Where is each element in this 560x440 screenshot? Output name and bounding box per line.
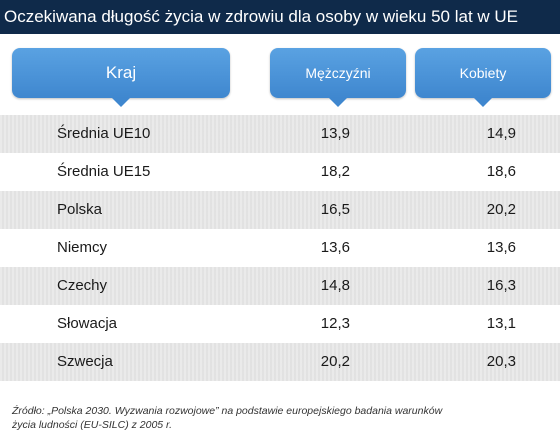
women-value-cell: 13,6 — [486, 239, 516, 256]
table-row: Polska 16,5 20,2 — [0, 191, 560, 229]
men-value-cell: 13,6 — [320, 239, 350, 256]
table-row: Średnia UE10 13,9 14,9 — [0, 115, 560, 153]
column-header-country: Kraj — [12, 48, 230, 107]
men-value-cell: 13,9 — [320, 125, 350, 142]
source-note-line-1: Źródło: „Polska 2030. Wyzwania rozwojowe… — [12, 405, 443, 417]
column-header-men: Mężczyźni — [270, 48, 406, 107]
country-cell: Średnia UE10 — [57, 125, 151, 142]
country-cell: Czechy — [57, 277, 108, 294]
men-value-cell: 16,5 — [320, 201, 350, 218]
women-value-cell: 18,6 — [486, 163, 516, 180]
country-cell: Niemcy — [57, 239, 108, 256]
source-note-line-2: życia ludności (EU-SILC) z 2005 r. — [12, 419, 173, 431]
table-row: Średnia UE15 18,2 18,6 — [0, 153, 560, 191]
women-value-cell: 20,2 — [486, 201, 516, 218]
column-header-women: Kobiety — [415, 48, 551, 107]
women-value-cell: 16,3 — [486, 277, 516, 294]
country-cell: Szwecja — [57, 353, 113, 370]
country-cell: Polska — [57, 201, 103, 218]
country-cell: Średnia UE15 — [57, 163, 151, 180]
women-value-cell: 14,9 — [486, 125, 516, 142]
men-value-cell: 12,3 — [320, 315, 350, 332]
women-value-cell: 13,1 — [486, 315, 516, 332]
men-value-cell: 18,2 — [320, 163, 350, 180]
table-row: Szwecja 20,2 20,3 — [0, 343, 560, 381]
table-body: Średnia UE10 13,9 14,9 Średnia UE15 18,2 18,6… — [0, 115, 560, 381]
table-row: Czechy 14,8 16,3 — [0, 267, 560, 305]
men-value-cell: 20,2 — [320, 353, 350, 370]
chart-title: Oczekiwana długość życia w zdrowiu dla o… — [0, 0, 560, 34]
table-row: Słowacja 12,3 13,1 — [0, 305, 560, 343]
source-note: Źródło: „Polska 2030. Wyzwania rozwojowe… — [12, 404, 552, 432]
table-row: Niemcy 13,6 13,6 — [0, 229, 560, 267]
men-value-cell: 14,8 — [320, 277, 350, 294]
country-cell: Słowacja — [57, 315, 118, 332]
women-value-cell: 20,3 — [486, 353, 516, 370]
